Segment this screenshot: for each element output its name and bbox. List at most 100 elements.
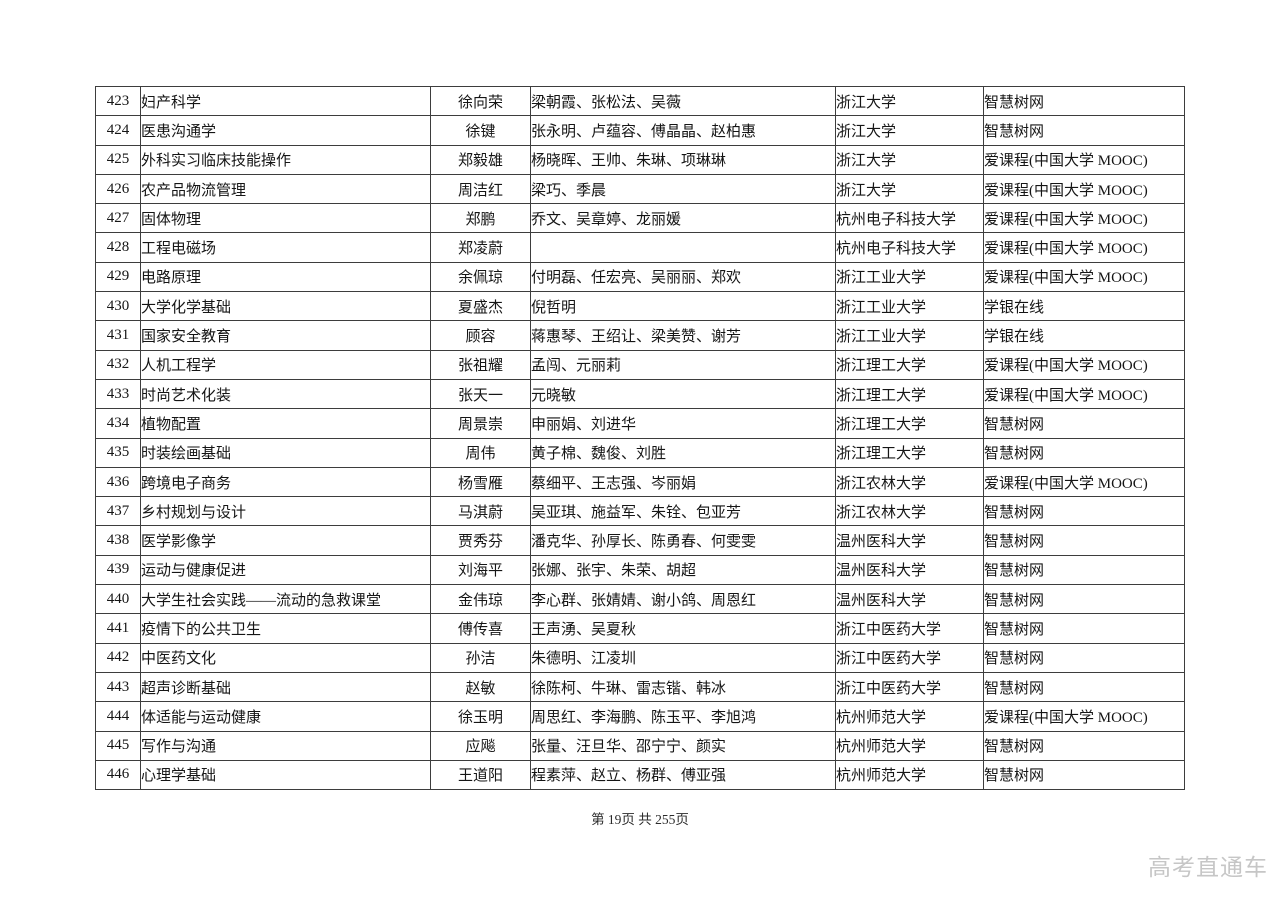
platform-cell: 爱课程(中国大学 MOOC) (983, 349, 1185, 380)
course-name-cell: 大学化学基础 (140, 291, 431, 322)
platform-cell: 爱课程(中国大学 MOOC) (983, 378, 1185, 410)
row-number-cell: 443 (95, 671, 141, 703)
university-cell: 浙江大学 (835, 85, 984, 117)
team-members-cell: 吴亚琪、施益军、朱铨、包亚芳 (530, 496, 836, 527)
team-members-cell: 黄子棉、魏俊、刘胜 (530, 437, 836, 468)
table-row: 443 超声诊断基础 赵敏 徐陈柯、牛琳、雷志锴、韩冰 浙江中医药大学 智慧树网 (95, 671, 1185, 703)
course-leader-cell: 傅传喜 (430, 613, 531, 644)
university-cell: 浙江中医药大学 (835, 613, 984, 644)
course-name-cell: 时尚艺术化装 (140, 378, 431, 410)
course-name-cell: 固体物理 (140, 203, 431, 234)
table-row: 430 大学化学基础 夏盛杰 倪哲明 浙江工业大学 学银在线 (95, 291, 1185, 322)
table-row: 424 医患沟通学 徐键 张永明、卢蕴容、傅晶晶、赵柏惠 浙江大学 智慧树网 (95, 115, 1185, 146)
row-number-cell: 435 (95, 437, 141, 468)
university-cell: 杭州电子科技大学 (835, 203, 984, 234)
course-leader-cell: 王道阳 (430, 759, 531, 791)
course-leader-cell: 徐向荣 (430, 85, 531, 117)
course-name-cell: 国家安全教育 (140, 320, 431, 351)
course-leader-cell: 应飚 (430, 730, 531, 761)
row-number-cell: 441 (95, 613, 141, 644)
university-cell: 浙江中医药大学 (835, 642, 984, 673)
row-number-cell: 446 (95, 759, 141, 791)
course-name-cell: 人机工程学 (140, 349, 431, 380)
row-number-cell: 444 (95, 701, 141, 732)
course-name-cell: 工程电磁场 (140, 232, 431, 263)
course-leader-cell: 贾秀芬 (430, 525, 531, 556)
course-leader-cell: 余佩琼 (430, 261, 531, 293)
platform-cell: 智慧树网 (983, 730, 1185, 761)
course-leader-cell: 马淇蔚 (430, 496, 531, 527)
table-row: 432 人机工程学 张祖耀 孟闯、元丽莉 浙江理工大学 爱课程(中国大学 MOO… (95, 349, 1185, 380)
platform-cell: 智慧树网 (983, 613, 1185, 644)
course-leader-cell: 郑鹏 (430, 203, 531, 234)
row-number-cell: 426 (95, 173, 141, 205)
table-row: 433 时尚艺术化装 张天一 元晓敏 浙江理工大学 爱课程(中国大学 MOOC) (95, 378, 1185, 410)
table-row: 429 电路原理 余佩琼 付明磊、任宏亮、吴丽丽、郑欢 浙江工业大学 爱课程(中… (95, 261, 1185, 293)
table-row: 425 外科实习临床技能操作 郑毅雄 杨晓晖、王帅、朱琳、项琳琳 浙江大学 爱课… (95, 144, 1185, 175)
course-name-cell: 电路原理 (140, 261, 431, 293)
platform-cell: 智慧树网 (983, 437, 1185, 468)
course-name-cell: 跨境电子商务 (140, 466, 431, 498)
row-number-cell: 427 (95, 203, 141, 234)
course-name-cell: 心理学基础 (140, 759, 431, 791)
team-members-cell: 蒋惠琴、王绍让、梁美赞、谢芳 (530, 320, 836, 351)
platform-cell: 智慧树网 (983, 408, 1185, 439)
team-members-cell: 梁巧、季晨 (530, 173, 836, 205)
course-name-cell: 妇产科学 (140, 85, 431, 117)
team-members-cell: 张永明、卢蕴容、傅晶晶、赵柏惠 (530, 115, 836, 146)
platform-cell: 智慧树网 (983, 642, 1185, 673)
team-members-cell: 元晓敏 (530, 378, 836, 410)
team-members-cell: 梁朝霞、张松法、吴薇 (530, 85, 836, 117)
course-name-cell: 乡村规划与设计 (140, 496, 431, 527)
university-cell: 浙江理工大学 (835, 378, 984, 410)
university-cell: 浙江工业大学 (835, 320, 984, 351)
team-members-cell: 乔文、吴章婷、龙丽媛 (530, 203, 836, 234)
course-leader-cell: 周伟 (430, 437, 531, 468)
university-cell: 浙江中医药大学 (835, 671, 984, 703)
platform-cell: 学银在线 (983, 291, 1185, 322)
table-row: 435 时装绘画基础 周伟 黄子棉、魏俊、刘胜 浙江理工大学 智慧树网 (95, 437, 1185, 468)
course-leader-cell: 郑毅雄 (430, 144, 531, 175)
university-cell: 杭州师范大学 (835, 701, 984, 732)
table-row: 446 心理学基础 王道阳 程素萍、赵立、杨群、傅亚强 杭州师范大学 智慧树网 (95, 759, 1185, 791)
table-row: 438 医学影像学 贾秀芬 潘克华、孙厚长、陈勇春、何雯雯 温州医科大学 智慧树… (95, 525, 1185, 556)
row-number-cell: 440 (95, 584, 141, 615)
course-leader-cell: 张天一 (430, 378, 531, 410)
platform-cell: 智慧树网 (983, 115, 1185, 146)
team-members-cell: 申丽娟、刘进华 (530, 408, 836, 439)
platform-cell: 智慧树网 (983, 85, 1185, 117)
platform-cell: 爱课程(中国大学 MOOC) (983, 232, 1185, 263)
university-cell: 浙江农林大学 (835, 466, 984, 498)
row-number-cell: 433 (95, 378, 141, 410)
row-number-cell: 439 (95, 554, 141, 586)
team-members-cell: 朱德明、江凌圳 (530, 642, 836, 673)
course-leader-cell: 徐玉明 (430, 701, 531, 732)
university-cell: 温州医科大学 (835, 525, 984, 556)
row-number-cell: 438 (95, 525, 141, 556)
course-name-cell: 中医药文化 (140, 642, 431, 673)
team-members-cell: 张量、汪旦华、邵宁宁、颜实 (530, 730, 836, 761)
table-row: 428 工程电磁场 郑凌蔚 杭州电子科技大学 爱课程(中国大学 MOOC) (95, 232, 1185, 263)
row-number-cell: 430 (95, 291, 141, 322)
table-row: 442 中医药文化 孙洁 朱德明、江凌圳 浙江中医药大学 智慧树网 (95, 642, 1185, 673)
team-members-cell: 徐陈柯、牛琳、雷志锴、韩冰 (530, 671, 836, 703)
university-cell: 浙江大学 (835, 144, 984, 175)
team-members-cell: 孟闯、元丽莉 (530, 349, 836, 380)
course-leader-cell: 夏盛杰 (430, 291, 531, 322)
university-cell: 温州医科大学 (835, 554, 984, 586)
table-row: 441 疫情下的公共卫生 傅传喜 王声湧、吴夏秋 浙江中医药大学 智慧树网 (95, 613, 1185, 644)
platform-cell: 爱课程(中国大学 MOOC) (983, 203, 1185, 234)
university-cell: 杭州师范大学 (835, 759, 984, 791)
university-cell: 浙江工业大学 (835, 261, 984, 293)
course-leader-cell: 徐键 (430, 115, 531, 146)
row-number-cell: 429 (95, 261, 141, 293)
table-row: 440 大学生社会实践——流动的急救课堂 金伟琼 李心群、张婧婧、谢小鸽、周恩红… (95, 584, 1185, 615)
course-leader-cell: 顾容 (430, 320, 531, 351)
platform-cell: 智慧树网 (983, 671, 1185, 703)
university-cell: 浙江理工大学 (835, 437, 984, 468)
team-members-cell: 潘克华、孙厚长、陈勇春、何雯雯 (530, 525, 836, 556)
university-cell: 温州医科大学 (835, 584, 984, 615)
table-row: 439 运动与健康促进 刘海平 张娜、张宇、朱荣、胡超 温州医科大学 智慧树网 (95, 554, 1185, 586)
university-cell: 杭州电子科技大学 (835, 232, 984, 263)
platform-cell: 爱课程(中国大学 MOOC) (983, 173, 1185, 205)
